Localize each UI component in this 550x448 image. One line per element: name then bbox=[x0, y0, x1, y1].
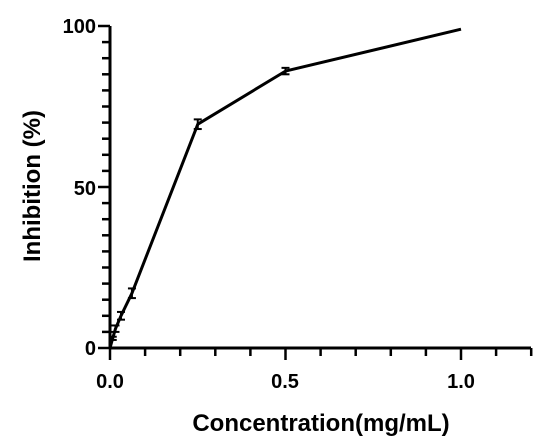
plot-area bbox=[98, 24, 533, 360]
error-bar bbox=[108, 335, 117, 341]
x-tick-label-0: 0.0 bbox=[96, 371, 124, 393]
y-tick-label-2: 100 bbox=[63, 16, 96, 38]
x-axis-ticks bbox=[108, 348, 533, 360]
error-bar bbox=[193, 118, 202, 131]
x-axis-title: Concentration(mg/mL) bbox=[192, 410, 449, 437]
y-axis-ticks bbox=[98, 24, 110, 350]
x-tick-label-2: 1.0 bbox=[447, 371, 475, 393]
error-bar bbox=[127, 287, 136, 300]
y-tick-label-1: 50 bbox=[74, 178, 96, 200]
y-axis-title: Inhibition (%) bbox=[19, 110, 46, 262]
y-tick-label-0: 0 bbox=[85, 338, 96, 360]
error-bar bbox=[111, 324, 120, 333]
series-line bbox=[108, 27, 462, 349]
error-bar bbox=[281, 66, 290, 76]
error-bar bbox=[116, 310, 125, 321]
x-tick-label-1: 0.5 bbox=[271, 371, 299, 393]
error-bars bbox=[108, 66, 290, 341]
